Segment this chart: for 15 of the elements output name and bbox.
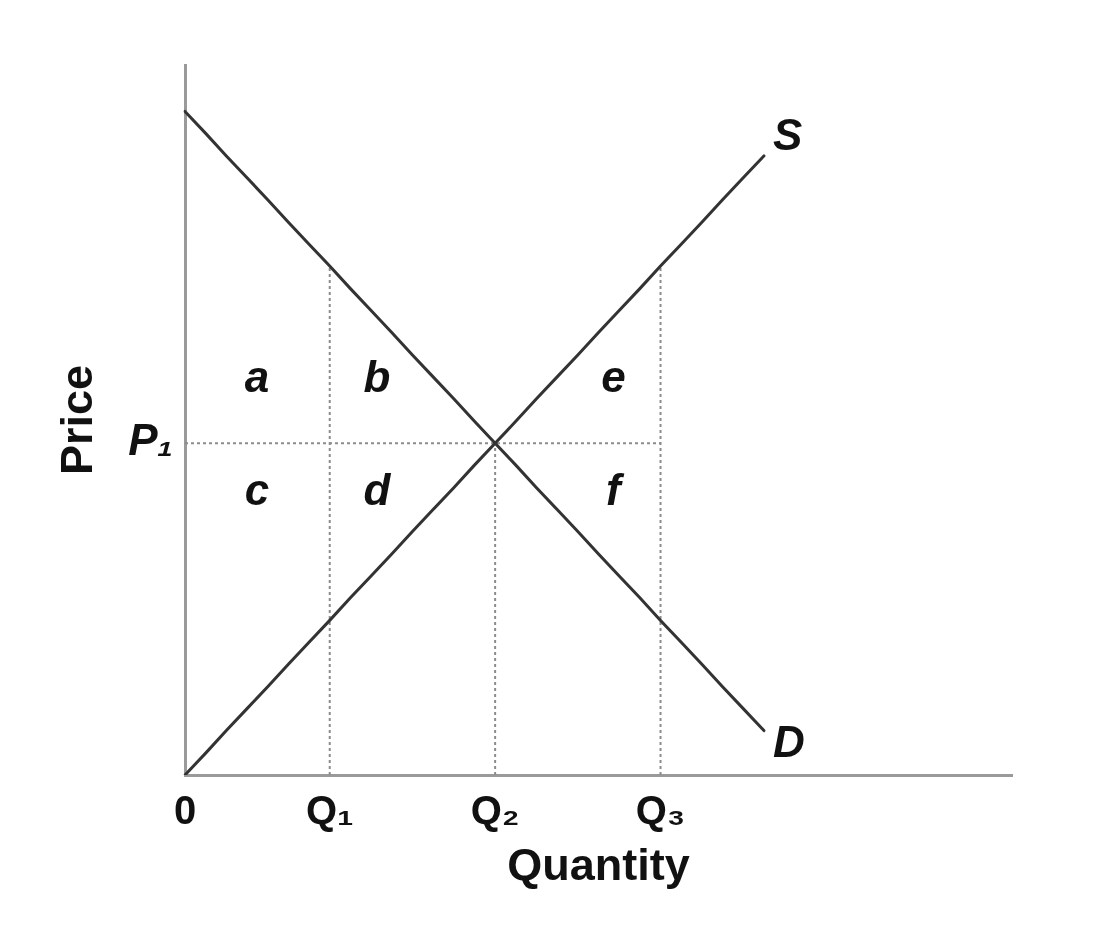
- x-tick-label: 0: [173, 788, 197, 833]
- series-label: S: [772, 110, 803, 160]
- annotation: e: [601, 352, 626, 402]
- y-axis-title: Price: [51, 364, 103, 476]
- x-axis-title: Quantity: [507, 839, 690, 891]
- x-tick-label: Q₂: [470, 788, 520, 833]
- x-tick-label: Q₃: [635, 788, 686, 833]
- annotation: f: [606, 465, 626, 515]
- annotation: b: [363, 352, 391, 402]
- ref-line-label: P₁: [128, 415, 173, 465]
- annotation: c: [244, 465, 270, 515]
- annotation: d: [363, 465, 392, 515]
- annotation: a: [244, 352, 270, 402]
- series-label: D: [772, 716, 805, 766]
- x-tick-label: Q₁: [305, 788, 354, 833]
